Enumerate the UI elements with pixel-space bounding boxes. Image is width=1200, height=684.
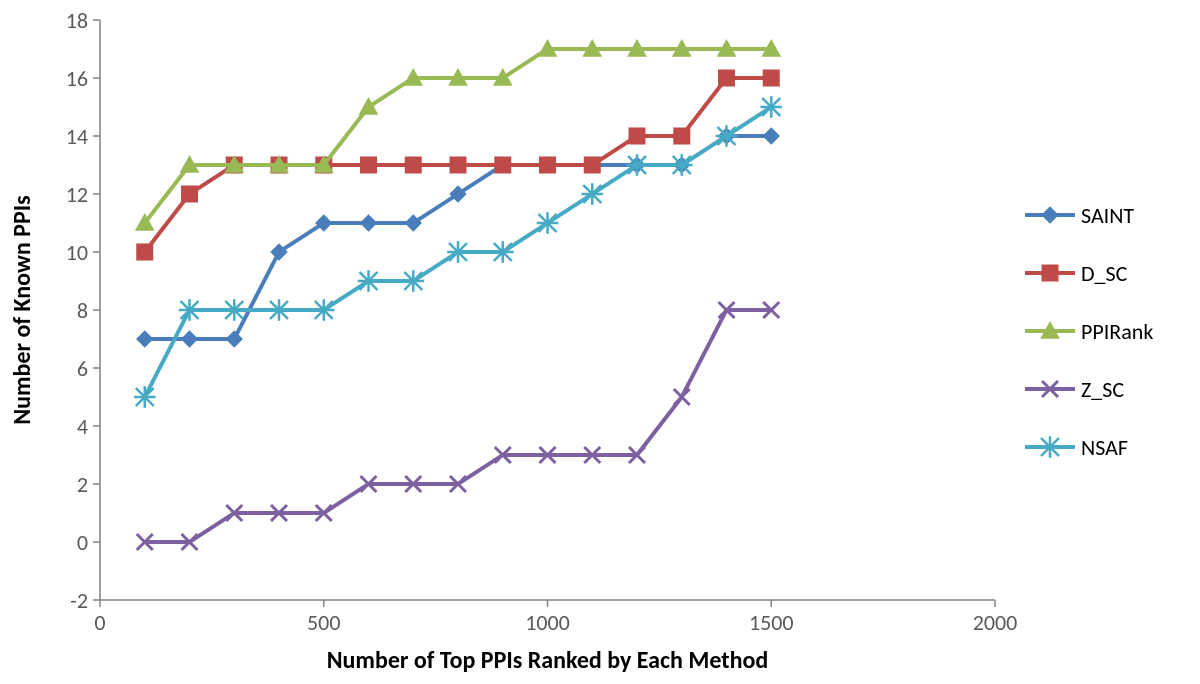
- x-tick-label: 1500: [749, 609, 794, 636]
- x-tick-label: 2000: [973, 609, 1018, 636]
- y-tick-label: 10: [66, 239, 88, 266]
- y-tick-label: 0: [77, 529, 88, 556]
- x-tick-label: 500: [307, 609, 340, 636]
- y-tick-label: 4: [77, 413, 88, 440]
- legend-label: D_SC: [1081, 260, 1128, 287]
- legend-label: PPIRank: [1081, 318, 1153, 345]
- y-tick-label: 18: [66, 7, 88, 34]
- y-axis-label: Number of Known PPIs: [8, 195, 37, 424]
- x-axis-label: Number of Top PPIs Ranked by Each Method: [327, 646, 769, 675]
- legend-label: SAINT: [1081, 202, 1134, 229]
- legend-label: NSAF: [1081, 434, 1128, 461]
- y-tick-label: 12: [66, 181, 88, 208]
- y-tick-label: 8: [77, 297, 88, 324]
- chart-container: -20246810121416180500100015002000Number …: [0, 0, 1200, 684]
- line-chart: -20246810121416180500100015002000Number …: [0, 0, 1200, 684]
- y-tick-label: 16: [66, 65, 88, 92]
- x-tick-label: 0: [94, 609, 105, 636]
- y-tick-label: 2: [77, 471, 88, 498]
- y-tick-label: 14: [66, 123, 88, 150]
- y-tick-label: -2: [70, 587, 88, 614]
- legend-label: Z_SC: [1081, 376, 1124, 403]
- y-tick-label: 6: [77, 355, 88, 382]
- x-tick-label: 1000: [525, 609, 570, 636]
